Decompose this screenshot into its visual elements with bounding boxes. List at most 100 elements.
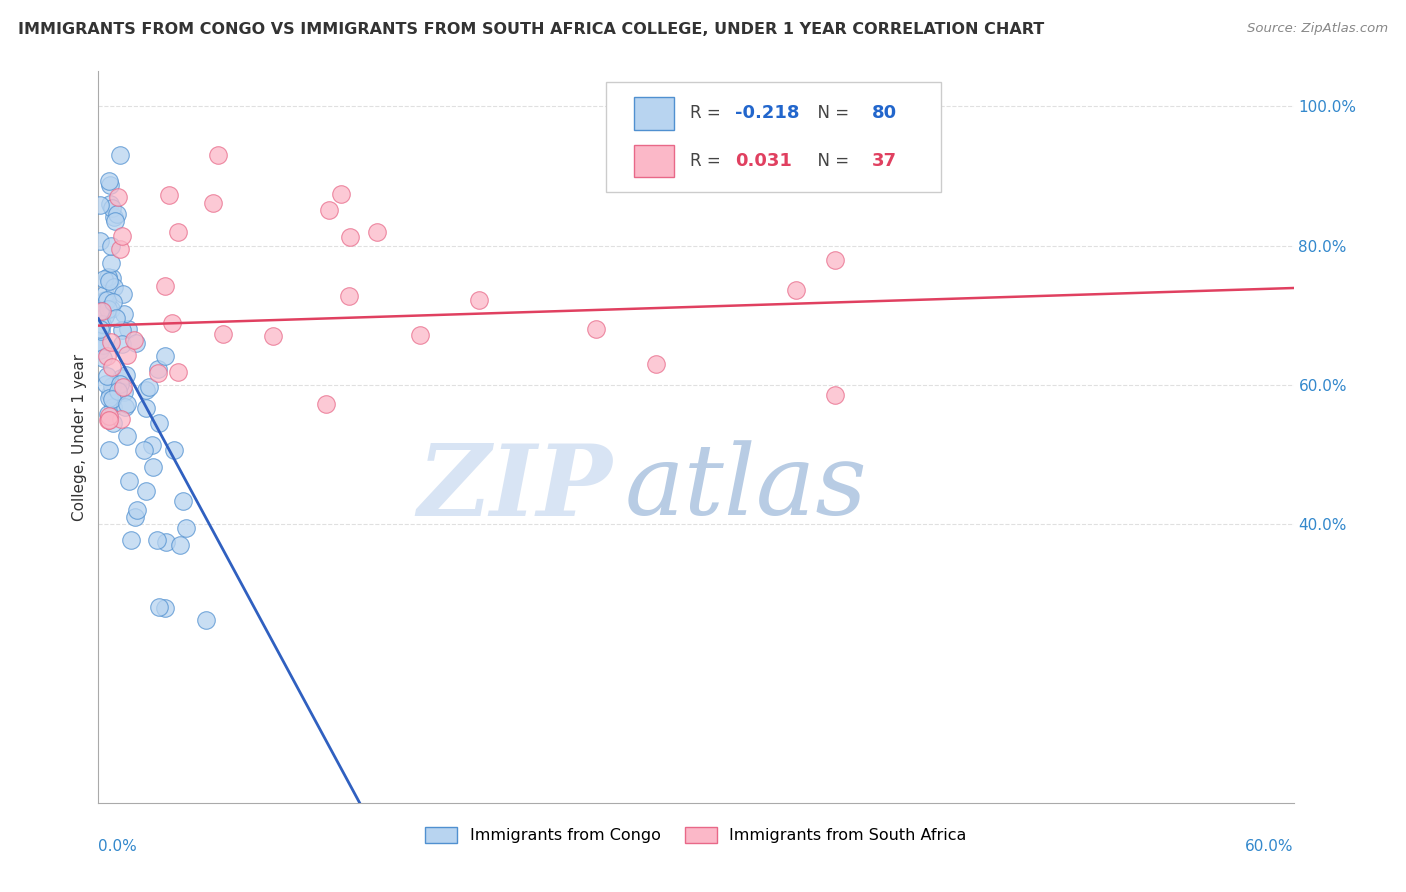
Point [89,303,111,318]
Point [153,600,176,615]
Point [201,196,224,211]
Point [138,380,160,394]
Point [94,286,117,301]
Y-axis label: College, Under 1 year: College, Under 1 year [72,353,87,521]
Point [112,380,135,394]
Point [91,338,114,352]
Point [318,202,340,217]
Point [142,460,165,475]
Text: IMMIGRANTS FROM CONGO VS IMMIGRANTS FROM SOUTH AFRICA COLLEGE, UNDER 1 YEAR CORR: IMMIGRANTS FROM CONGO VS IMMIGRANTS FROM… [18,22,1045,37]
Legend: Immigrants from Congo, Immigrants from South Africa: Immigrants from Congo, Immigrants from S… [419,821,973,850]
Point [167,365,190,379]
Point [468,293,491,307]
Point [89,334,111,349]
Text: 80: 80 [872,104,897,122]
Point [98,391,121,405]
Point [120,533,142,547]
Point [174,521,197,535]
Point [162,316,184,330]
Point [108,377,131,392]
Point [91,317,114,331]
Text: atlas: atlas [624,441,868,536]
Point [93,293,115,307]
Point [169,538,191,552]
Point [114,401,136,415]
Point [148,600,170,615]
Point [115,397,138,411]
Point [112,286,135,301]
Text: -0.218: -0.218 [735,104,800,122]
FancyBboxPatch shape [634,145,675,177]
Point [125,336,148,351]
Point [339,289,361,303]
Point [107,190,129,204]
Point [824,388,846,402]
Point [98,409,121,424]
Point [153,278,176,293]
Text: 60.0%: 60.0% [1246,839,1294,855]
Point [103,279,125,293]
Text: N =: N = [807,152,855,170]
Point [100,335,122,350]
Point [94,377,117,392]
Point [366,225,388,239]
Point [90,324,112,338]
Point [100,359,122,374]
Point [117,475,139,489]
Point [207,148,229,162]
Point [89,235,111,249]
Point [94,310,117,324]
Point [824,252,846,267]
Point [101,416,124,430]
Point [117,321,139,335]
Point [155,534,177,549]
Point [105,310,128,325]
Point [785,283,807,297]
Point [409,327,432,342]
Point [148,416,170,430]
Point [112,384,135,399]
Point [89,322,111,336]
Point [146,533,169,548]
Point [195,613,218,627]
Point [100,387,122,401]
Point [91,304,114,318]
Point [100,301,122,316]
Point [135,483,157,498]
Point [124,333,146,347]
Text: 0.0%: 0.0% [98,839,138,855]
Point [97,407,120,421]
Point [98,174,121,188]
Point [91,351,114,365]
Text: ZIP: ZIP [418,440,613,536]
Point [97,412,120,426]
Point [146,361,169,376]
Point [108,242,131,256]
Text: Source: ZipAtlas.com: Source: ZipAtlas.com [1247,22,1388,36]
Point [104,214,127,228]
Text: R =: R = [690,104,725,122]
Point [100,238,122,252]
Point [167,225,190,239]
Point [105,207,128,221]
Point [111,229,134,244]
Point [329,186,352,201]
Point [148,367,170,381]
Point [135,383,157,397]
Point [115,349,138,363]
Point [89,198,111,212]
FancyBboxPatch shape [634,97,675,129]
Text: N =: N = [807,104,855,122]
Point [585,322,607,336]
Point [98,274,121,288]
Point [212,326,235,341]
Point [135,401,157,416]
Text: 0.031: 0.031 [735,152,793,170]
Point [101,201,124,215]
Point [96,369,118,384]
Point [262,328,284,343]
Point [110,412,132,426]
Point [115,368,138,382]
Point [100,178,122,193]
Point [124,509,146,524]
